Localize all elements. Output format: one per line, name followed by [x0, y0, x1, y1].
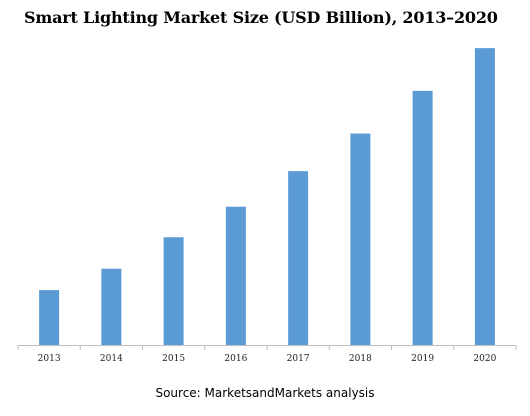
x-tick-label-2013: 2013: [38, 354, 61, 364]
x-axis-tick-labels: 2013 2014 2015 2016 2017 2018 2019 2020: [38, 354, 497, 364]
x-axis-ticks: [17, 345, 517, 350]
bar-2019: [412, 90, 433, 345]
bar-2017: [288, 171, 309, 345]
bar-2013: [39, 290, 60, 345]
x-tick-label-2018: 2018: [349, 354, 372, 364]
x-tick-label-2015: 2015: [162, 354, 185, 364]
x-tick-label-2019: 2019: [411, 354, 434, 364]
x-tick-label-2020: 2020: [473, 354, 496, 364]
bar-2015: [163, 237, 184, 345]
x-tick-label-2016: 2016: [224, 354, 247, 364]
x-tick-label-2017: 2017: [287, 354, 310, 364]
bar-2016: [225, 206, 246, 345]
bar-2014: [101, 268, 122, 345]
x-tick-label-2014: 2014: [100, 354, 123, 364]
bar-2020: [474, 48, 495, 346]
chart-title: Smart Lighting Market Size (USD Billion)…: [24, 8, 498, 27]
source-note: Source: MarketsandMarkets analysis: [155, 386, 375, 400]
bars-group: [39, 48, 495, 346]
bar-2018: [350, 133, 371, 345]
